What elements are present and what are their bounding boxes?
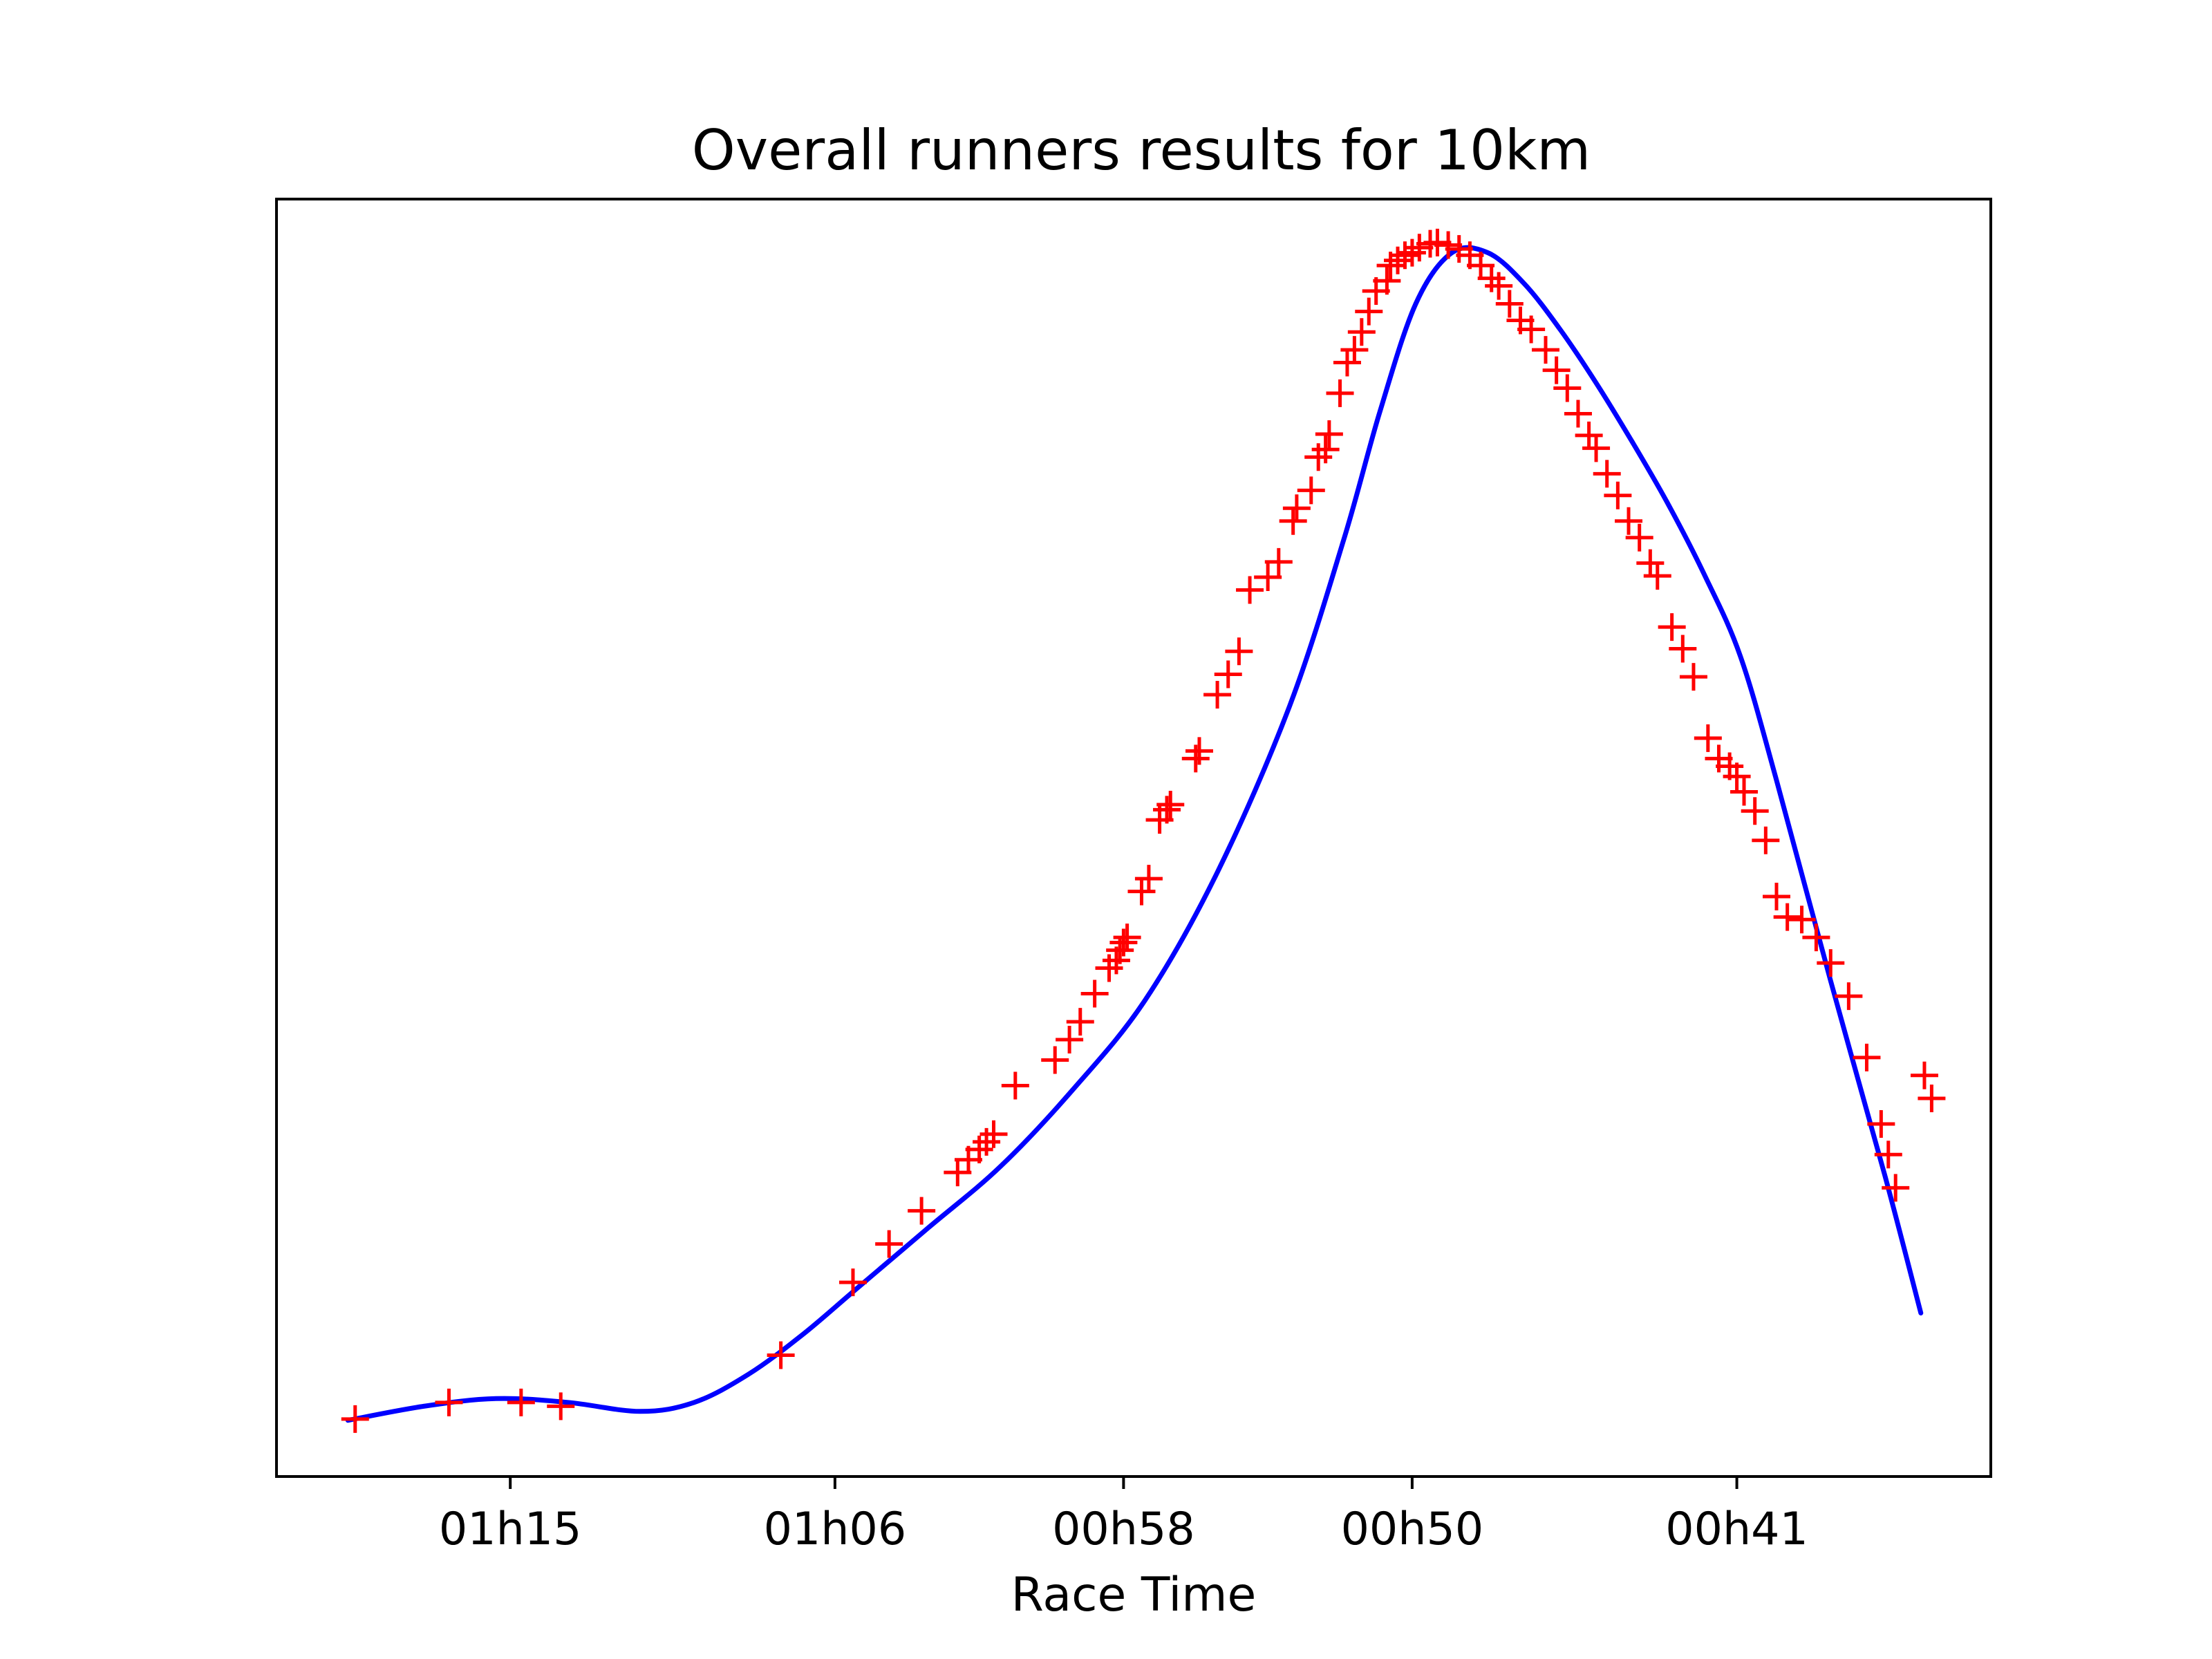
data-point — [1347, 318, 1376, 346]
data-point — [1398, 238, 1426, 267]
data-point — [1214, 660, 1242, 688]
data-point — [341, 1405, 369, 1433]
data-point — [1694, 724, 1722, 752]
data-point — [1531, 336, 1559, 364]
x-tick-label: 01h06 — [764, 1503, 907, 1555]
data-point — [838, 1268, 867, 1297]
data-point — [1282, 494, 1311, 523]
data-point — [1134, 865, 1163, 893]
data-point — [1485, 272, 1513, 300]
data-point — [1723, 762, 1751, 791]
data-point — [1156, 790, 1185, 818]
data-point — [1679, 663, 1707, 691]
data-point — [1333, 348, 1361, 377]
data-point — [1279, 507, 1307, 535]
plot-area — [341, 228, 1946, 1433]
data-point — [1752, 826, 1780, 854]
data-point — [1056, 1025, 1084, 1053]
data-point — [1817, 949, 1845, 977]
x-tick-label: 00h58 — [1052, 1503, 1195, 1555]
data-point — [1326, 379, 1354, 407]
axes-frame — [275, 198, 1992, 1478]
data-point — [1391, 241, 1419, 270]
data-point — [507, 1388, 535, 1416]
data-point — [1658, 613, 1686, 641]
data-point — [1127, 877, 1156, 906]
x-tick-label: 01h15 — [439, 1503, 582, 1555]
data-point — [767, 1341, 795, 1369]
data-point — [1203, 681, 1232, 709]
data-point — [1910, 1061, 1938, 1089]
x-tick-label: 00h41 — [1665, 1503, 1808, 1555]
data-point — [1225, 637, 1253, 666]
data-point — [1788, 906, 1816, 934]
data-point — [1384, 246, 1412, 274]
data-point — [1355, 297, 1383, 326]
data-point — [1080, 980, 1109, 1008]
data-point — [1001, 1071, 1029, 1100]
data-point — [1376, 252, 1405, 280]
data-point — [1066, 1008, 1094, 1036]
data-point — [1802, 924, 1830, 952]
data-point — [1918, 1084, 1946, 1112]
data-point — [1373, 267, 1401, 295]
data-point — [547, 1392, 575, 1421]
data-point — [1575, 421, 1603, 449]
data-point — [1582, 434, 1611, 462]
fit-line — [345, 245, 1924, 1423]
data-point — [1553, 374, 1582, 402]
data-point — [1625, 523, 1653, 552]
data-point — [1236, 576, 1264, 604]
data-point — [1773, 903, 1801, 931]
data-point — [1882, 1174, 1910, 1202]
data-point — [1315, 420, 1343, 449]
data-point — [1593, 460, 1621, 488]
data-point — [1264, 547, 1293, 576]
data-point — [1185, 737, 1213, 765]
data-point — [1615, 507, 1643, 535]
data-point — [875, 1230, 903, 1258]
data-point — [1730, 778, 1759, 806]
x-axis: 01h15 01h06 00h58 00h50 00h41 — [439, 1477, 1808, 1555]
data-point — [1517, 315, 1546, 344]
data-point — [1867, 1109, 1895, 1138]
data-point — [1113, 924, 1141, 952]
data-point — [1340, 336, 1369, 364]
data-point — [1636, 549, 1665, 577]
data-point — [1311, 435, 1340, 464]
data-point — [1763, 883, 1790, 911]
data-point — [980, 1120, 1008, 1148]
data-point — [1109, 928, 1138, 957]
data-point — [1643, 562, 1671, 590]
data-point — [1874, 1141, 1902, 1169]
chart-title: Overall runners results for 10km — [692, 118, 1591, 182]
data-point — [1254, 563, 1282, 592]
data-point — [435, 1388, 463, 1416]
x-axis-label: Race Time — [1011, 1568, 1257, 1622]
data-point — [1741, 797, 1769, 825]
data-point — [1041, 1046, 1069, 1074]
data-point — [1853, 1043, 1881, 1071]
data-point — [1542, 356, 1571, 384]
data-point — [1153, 796, 1181, 824]
data-point — [1564, 400, 1592, 428]
data-point — [908, 1197, 936, 1225]
data-point — [1604, 481, 1632, 509]
data-point — [1297, 476, 1325, 505]
data-point — [1669, 635, 1697, 663]
data-point — [1495, 290, 1524, 318]
x-tick-label: 00h50 — [1341, 1503, 1484, 1555]
data-point — [1835, 982, 1863, 1011]
